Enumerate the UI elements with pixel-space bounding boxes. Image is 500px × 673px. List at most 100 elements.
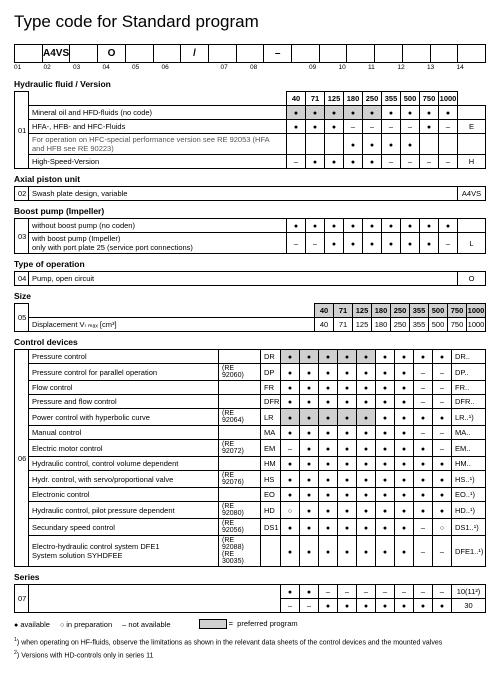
row-abbr: DFR xyxy=(261,395,281,409)
col-head: 250 xyxy=(391,304,410,318)
val-cell xyxy=(300,350,319,364)
val-cell: 355 xyxy=(410,318,429,332)
typecode-cell xyxy=(70,45,98,63)
val-cell xyxy=(300,471,319,488)
val-cell xyxy=(319,488,338,502)
typecode-num xyxy=(280,63,310,71)
val-cell xyxy=(420,134,439,155)
val-cell xyxy=(306,120,325,134)
typecode-num: 04 xyxy=(103,63,133,71)
val-cell xyxy=(376,502,395,519)
val-cell xyxy=(325,155,344,169)
row-code xyxy=(458,219,486,233)
row-code: DFR.. xyxy=(452,395,486,409)
val-cell xyxy=(433,381,452,395)
val-cell xyxy=(306,106,325,120)
val-cell xyxy=(376,395,395,409)
val-cell xyxy=(401,134,420,155)
val-cell xyxy=(376,381,395,395)
val-cell xyxy=(376,585,395,599)
row-label: Electronic control xyxy=(29,488,219,502)
val-cell xyxy=(376,599,395,613)
val-cell xyxy=(414,364,433,381)
col-head: 71 xyxy=(334,304,353,318)
val-cell xyxy=(287,106,306,120)
val-cell xyxy=(376,409,395,426)
col-head: 180 xyxy=(344,92,363,106)
val-cell xyxy=(439,155,458,169)
page-title: Type code for Standard program xyxy=(14,12,486,32)
val-cell xyxy=(325,134,344,155)
row-ref: (RE 92076) xyxy=(219,471,261,488)
val-cell xyxy=(433,457,452,471)
val-cell xyxy=(287,233,306,254)
row-code: HM.. xyxy=(452,457,486,471)
sec01-table: 0140711251802503555007501000Mineral oil … xyxy=(14,91,486,169)
row-code: 30 xyxy=(452,599,486,613)
val-cell xyxy=(433,519,452,536)
val-cell: 1000 xyxy=(467,318,486,332)
val-cell xyxy=(439,120,458,134)
col-head: 500 xyxy=(429,304,448,318)
val-cell xyxy=(395,381,414,395)
row-label: For operation on HFC-special performance… xyxy=(29,134,287,155)
row-code: L xyxy=(458,233,486,254)
row-num: 06 xyxy=(15,350,29,567)
val-cell xyxy=(433,350,452,364)
val-cell xyxy=(281,488,300,502)
row-code: DP.. xyxy=(452,364,486,381)
val-cell xyxy=(357,395,376,409)
val-cell xyxy=(319,599,338,613)
col-head: 750 xyxy=(448,304,467,318)
val-cell xyxy=(414,395,433,409)
val-cell xyxy=(287,134,306,155)
typecode-num: 03 xyxy=(73,63,103,71)
val-cell xyxy=(395,502,414,519)
row-code: FR.. xyxy=(452,381,486,395)
val-cell xyxy=(395,440,414,457)
row-code: HD..¹) xyxy=(452,502,486,519)
val-cell xyxy=(363,106,382,120)
val-cell xyxy=(395,585,414,599)
val-cell xyxy=(344,106,363,120)
val-cell xyxy=(395,519,414,536)
sec06-title: Control devices xyxy=(14,337,486,347)
val-cell xyxy=(300,381,319,395)
sec05-title: Size xyxy=(14,291,486,301)
row-code: MA.. xyxy=(452,426,486,440)
val-cell xyxy=(338,536,357,567)
val-cell xyxy=(401,233,420,254)
val-cell xyxy=(433,440,452,457)
row-ref: (RE 92056) xyxy=(219,519,261,536)
row-label: Secundary speed control xyxy=(29,519,219,536)
row-label: Electro-hydraulic control system DFE1Sys… xyxy=(29,536,219,567)
val-cell xyxy=(420,120,439,134)
val-cell xyxy=(338,519,357,536)
val-cell xyxy=(281,536,300,567)
val-cell xyxy=(414,409,433,426)
val-cell xyxy=(357,381,376,395)
row-ref: (RE 92064) xyxy=(219,409,261,426)
val-cell xyxy=(300,395,319,409)
col-head: 355 xyxy=(410,304,429,318)
row-ref xyxy=(219,381,261,395)
row-ref: (RE 92080) xyxy=(219,502,261,519)
val-cell xyxy=(306,134,325,155)
val-cell xyxy=(382,155,401,169)
val-cell xyxy=(281,426,300,440)
row-label: Power control with hyperbolic curve xyxy=(29,409,219,426)
val-cell xyxy=(382,219,401,233)
row-label: Manual control xyxy=(29,426,219,440)
col-head: 355 xyxy=(382,92,401,106)
row-num: 03 xyxy=(15,219,29,254)
typecode-num: 08 xyxy=(250,63,280,71)
val-cell xyxy=(338,599,357,613)
row-code: LR..¹) xyxy=(452,409,486,426)
val-cell xyxy=(363,134,382,155)
typecode-cell xyxy=(208,45,236,63)
val-cell xyxy=(319,457,338,471)
typecode-num: 09 xyxy=(309,63,339,71)
typecode-num: 06 xyxy=(162,63,192,71)
val-cell xyxy=(300,457,319,471)
val-cell xyxy=(376,426,395,440)
